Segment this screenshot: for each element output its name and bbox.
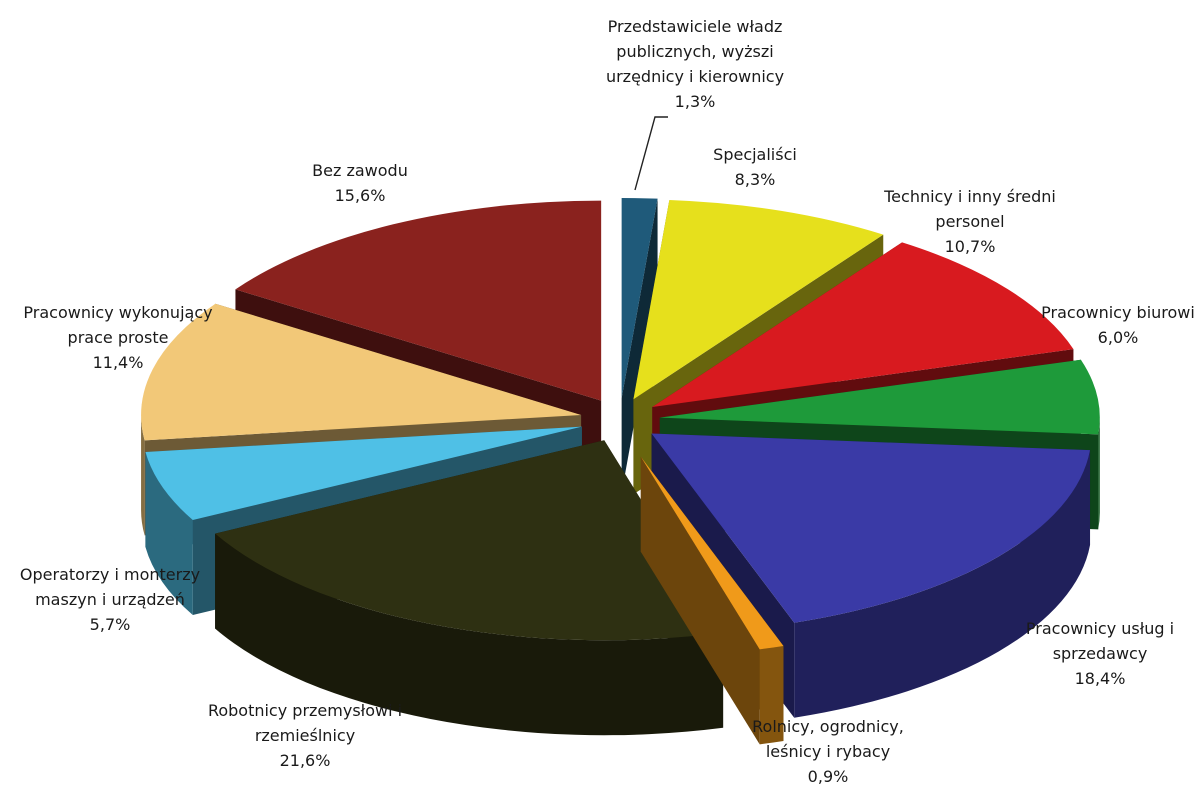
pie-slice-top	[235, 200, 602, 401]
slice-label: Rolnicy, ogrodnicy, leśnicy i rybacy 0,9%	[752, 717, 904, 786]
slice-label: Pracownicy usług i sprzedawcy 18,4%	[1026, 619, 1174, 688]
pie-slice-side	[759, 645, 784, 745]
slice-label: Pracownicy wykonujący prace proste 11,4%	[23, 303, 212, 372]
slice-label: Pracownicy biurowi 6,0%	[1041, 303, 1195, 347]
pie-slice	[621, 198, 658, 494]
pie-slice-top	[640, 456, 784, 650]
slice-label: Operatorzy i monterzy maszyn i urządzeń 5,…	[20, 565, 200, 634]
pie-slice-top	[145, 426, 582, 521]
slice-label: Robotnicy przemysłowi i rzemieślnicy 21,6%	[208, 701, 402, 770]
pie-slice-side	[794, 450, 1091, 718]
slice-label: Technicy i inny średni personel 10,7%	[883, 187, 1056, 256]
pie-slice-side	[215, 533, 724, 736]
pie-slice-wall	[621, 198, 658, 494]
slice-labels: Przedstawiciele władz publicznych, wyższi…	[20, 17, 1195, 786]
pie-slice	[651, 433, 1091, 718]
pie-slice	[640, 456, 784, 745]
leader-lines	[634, 116, 668, 191]
pie-slice-side	[141, 414, 145, 536]
pie-slice-top	[633, 199, 884, 400]
pie-slice-top	[215, 440, 724, 641]
leader-line	[634, 116, 668, 191]
slice-label: Przedstawiciele władz publicznych, wyższi…	[606, 17, 784, 111]
pie-slice-side	[145, 452, 193, 616]
pie-slice-side	[1098, 417, 1100, 530]
pie-slices	[141, 198, 1100, 745]
pie-slice-top	[651, 433, 1091, 623]
pie-slice-top	[659, 359, 1100, 435]
slice-label: Specjaliści 8,3%	[713, 145, 797, 189]
pie-slice-top	[141, 303, 582, 441]
pie-slice-top	[621, 198, 658, 399]
pie-slice-top	[652, 242, 1074, 408]
slice-label: Bez zawodu 15,6%	[312, 161, 408, 205]
pie-slice-wall	[640, 456, 760, 745]
